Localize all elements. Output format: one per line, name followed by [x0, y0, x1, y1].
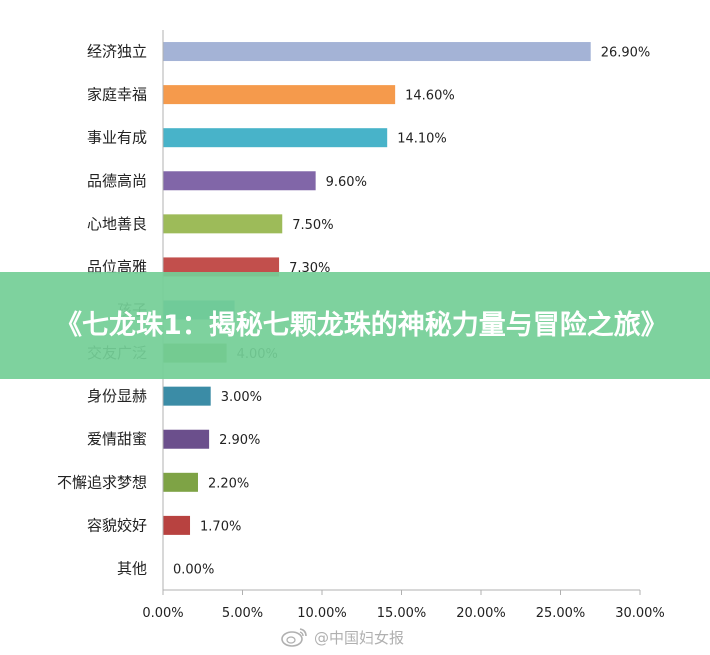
value-label: 1.70% [200, 519, 241, 534]
value-labels: 26.90%14.60%14.10%9.60%7.50%7.30%4.00%3.… [173, 46, 650, 578]
bar-5 [163, 214, 283, 234]
bar-12 [163, 515, 191, 535]
watermark-text: @中国妇女报 [314, 628, 405, 647]
value-label: 2.20% [208, 476, 249, 491]
bar-1 [163, 42, 591, 62]
value-label: 26.90% [601, 46, 651, 61]
value-label: 2.90% [219, 433, 260, 448]
value-label: 14.10% [397, 132, 447, 147]
value-label: 14.60% [405, 89, 455, 104]
category-label: 品位高雅 [87, 258, 147, 276]
x-tick-label: 15.00% [377, 606, 427, 621]
bar-3 [163, 128, 388, 148]
bar-6 [163, 257, 280, 277]
x-tick-label: 0.00% [142, 606, 183, 621]
bar-2 [163, 85, 396, 105]
bar-11 [163, 472, 198, 492]
banner-title: 《七龙珠1：揭秘七颗龙珠的神秘力量与冒险之旅》 [55, 309, 668, 341]
category-label: 其他 [117, 559, 147, 577]
category-label: 家庭幸福 [87, 86, 147, 104]
category-label: 容貌姣好 [87, 516, 147, 534]
category-label: 心地善良 [87, 215, 147, 233]
category-label: 身份显赫 [87, 387, 147, 405]
category-label: 不懈追求梦想 [57, 473, 147, 491]
value-label: 3.00% [221, 390, 262, 405]
category-label: 品德高尚 [87, 172, 147, 190]
category-label: 事业有成 [87, 129, 147, 147]
x-axis-ticks: 0.00% 5.00% 10.00% 15.00% 20.00% 25.00% 30.00% [142, 590, 665, 621]
title-banner: 《七龙珠1：揭秘七颗龙珠的神秘力量与冒险之旅》 [0, 272, 710, 379]
bar-10 [163, 429, 210, 449]
value-label: 9.60% [326, 175, 367, 190]
x-tick-label: 25.00% [536, 606, 586, 621]
x-tick-label: 20.00% [456, 606, 506, 621]
x-tick-label: 10.00% [297, 606, 347, 621]
watermark: @中国妇女报 [280, 624, 404, 650]
x-tick-label: 30.00% [615, 606, 665, 621]
bar-4 [163, 171, 316, 191]
x-tick-label: 5.00% [222, 606, 263, 621]
category-label: 爱情甜蜜 [87, 430, 147, 448]
value-label: 7.50% [292, 218, 333, 233]
value-label: 0.00% [173, 562, 214, 577]
category-label: 经济独立 [87, 43, 147, 61]
bar-9 [163, 386, 211, 406]
weibo-icon [281, 628, 307, 647]
